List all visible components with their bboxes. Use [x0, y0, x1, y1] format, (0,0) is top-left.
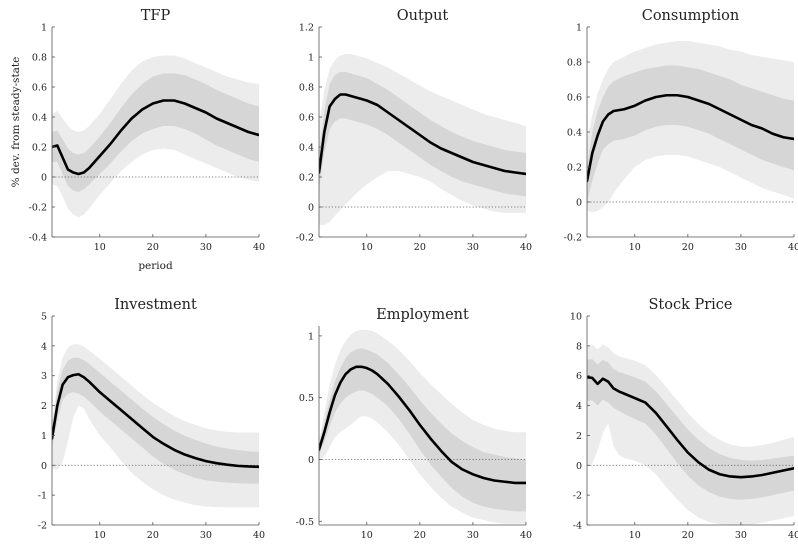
- plot-area: [319, 54, 526, 225]
- inner-confidence-band: [587, 359, 794, 500]
- inner-confidence-band: [587, 65, 794, 202]
- x-tick-label: 10: [361, 530, 373, 541]
- y-tick-label: 2: [41, 401, 47, 412]
- y-tick-label: 0.6: [299, 113, 314, 124]
- y-tick-label: -0.2: [564, 233, 582, 244]
- y-tick-label: -0.2: [296, 233, 314, 244]
- x-tick-label: 40: [788, 530, 798, 541]
- plot-area: [587, 344, 794, 525]
- y-tick-label: 1: [576, 23, 582, 34]
- y-tick-label: 0: [41, 173, 47, 184]
- inner-confidence-band: [52, 357, 259, 484]
- y-tick-label: 0.6: [567, 93, 582, 104]
- y-tick-label: 4: [41, 341, 47, 352]
- plot-area: [587, 41, 794, 213]
- y-tick-label: 0: [576, 461, 582, 472]
- y-tick-label: 0.8: [567, 58, 582, 69]
- panel-title: TFP: [141, 8, 171, 24]
- plot-area: [52, 55, 259, 218]
- x-tick-label: 20: [147, 530, 159, 541]
- y-tick-label: 4: [576, 401, 582, 412]
- x-tick-label: 40: [253, 530, 265, 541]
- y-tick-label: 0.6: [32, 83, 47, 94]
- panel-1: -0.2 0 0.2 0.4 0.6 0.8 1 1.2 10 20 30 40 Output: [296, 8, 532, 253]
- x-tick-label: 40: [788, 242, 798, 253]
- y-tick-label: 0.4: [32, 113, 47, 124]
- y-tick-label: 0: [41, 461, 47, 472]
- x-tick-label: 30: [200, 530, 212, 541]
- panel-title: Output: [397, 8, 449, 24]
- y-tick-label: 1.2: [299, 23, 314, 34]
- x-tick-label: 10: [629, 530, 641, 541]
- y-tick-label: 6: [576, 371, 582, 382]
- x-tick-label: 10: [94, 530, 106, 541]
- y-tick-label: -0.4: [29, 233, 47, 244]
- median-response-line: [319, 93, 526, 176]
- y-tick-label: 10: [570, 312, 582, 323]
- inner-confidence-band: [52, 73, 259, 192]
- y-tick-label: -0.5: [296, 517, 314, 528]
- y-tick-label: 0.5: [299, 393, 314, 404]
- y-tick-label: 0: [576, 198, 582, 209]
- y-tick-label: 1: [308, 53, 314, 64]
- median-response-line: [52, 372, 259, 469]
- y-tick-label: 1: [308, 331, 314, 342]
- panel-5: -4 -2 0 2 4 6 8 10 10 20 30 40 Stock Price: [570, 297, 798, 541]
- x-tick-label: 10: [94, 242, 106, 253]
- y-tick-label: 2: [576, 431, 582, 442]
- x-tick-label: 40: [253, 242, 265, 253]
- y-tick-label: 0.2: [567, 163, 582, 174]
- y-tick-label: -2: [573, 491, 582, 502]
- y-tick-label: 0.8: [32, 53, 47, 64]
- panel-4: -0.5 0 0.5 1 10 20 30 40 Employment: [296, 307, 532, 541]
- x-tick-label: 20: [682, 530, 694, 541]
- y-tick-label: 0.4: [567, 128, 582, 139]
- y-tick-label: 1: [41, 431, 47, 442]
- x-tick-label: 30: [735, 530, 747, 541]
- x-tick-label: 20: [682, 242, 694, 253]
- x-axis-label: period: [138, 260, 173, 272]
- median-response-line: [52, 99, 259, 176]
- y-tick-label: 1: [41, 23, 47, 34]
- median-response-line: [319, 365, 526, 485]
- y-tick-label: -4: [573, 521, 582, 532]
- y-tick-label: 0.2: [299, 173, 314, 184]
- panel-title: Stock Price: [648, 297, 732, 313]
- x-tick-label: 40: [520, 242, 532, 253]
- panel-title: Investment: [114, 297, 197, 313]
- x-tick-label: 30: [467, 530, 479, 541]
- y-tick-label: -0.2: [29, 203, 47, 214]
- plot-area: [52, 344, 259, 508]
- x-tick-label: 30: [200, 242, 212, 253]
- y-tick-label: 8: [576, 341, 582, 352]
- panel-title: Consumption: [642, 8, 740, 24]
- y-tick-label: 0: [308, 455, 314, 466]
- y-tick-label: 3: [41, 371, 47, 382]
- y-tick-label: -1: [38, 491, 47, 502]
- x-tick-label: 30: [735, 242, 747, 253]
- plot-area: [319, 329, 526, 524]
- y-tick-label: 0.8: [299, 83, 314, 94]
- median-response-line: [587, 93, 794, 183]
- x-tick-label: 40: [520, 530, 532, 541]
- panel-2: -0.2 0 0.2 0.4 0.6 0.8 1 10 20 30 40 Consumption: [564, 8, 798, 253]
- x-tick-label: 20: [414, 242, 426, 253]
- x-tick-label: 10: [629, 242, 641, 253]
- x-tick-label: 20: [414, 530, 426, 541]
- y-tick-label: 0: [308, 203, 314, 214]
- x-tick-label: 10: [361, 242, 373, 253]
- x-tick-label: 30: [467, 242, 479, 253]
- median-response-line: [587, 375, 794, 479]
- x-tick-label: 20: [147, 242, 159, 253]
- panel-3: -2 -1 0 1 2 3 4 5 10 20 30 40 Investment: [38, 297, 265, 541]
- y-axis-label: % dev. from steady-state: [10, 57, 22, 188]
- y-tick-label: 5: [41, 312, 47, 323]
- y-tick-label: -2: [38, 521, 47, 532]
- panel-title: Employment: [376, 307, 469, 323]
- y-tick-label: 0.4: [299, 143, 314, 154]
- y-tick-label: 0.2: [32, 143, 47, 154]
- panel-0: -0.4 -0.2 0 0.2 0.4 0.6 0.8 1 10 20 30 40 TFP period%…: [10, 8, 265, 272]
